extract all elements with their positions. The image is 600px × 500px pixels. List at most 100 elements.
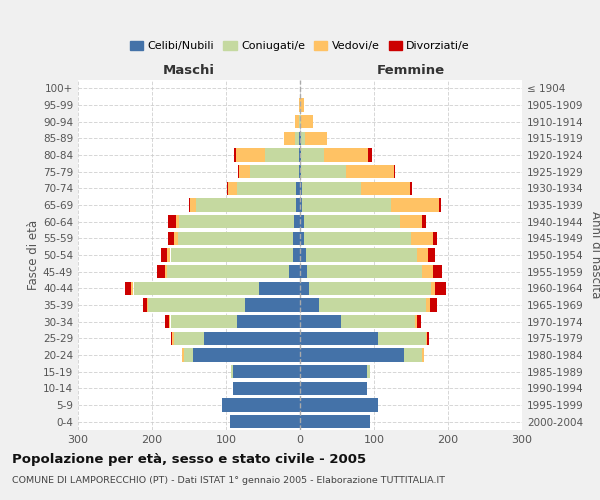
Bar — [196, 198, 296, 211]
Bar — [433, 232, 437, 245]
Bar — [178, 232, 293, 245]
Bar — [167, 265, 289, 278]
Bar — [239, 165, 250, 178]
Bar — [228, 182, 237, 195]
Bar — [293, 232, 300, 245]
Bar — [430, 298, 437, 312]
Bar — [169, 315, 170, 328]
Bar — [237, 182, 296, 195]
Bar — [301, 132, 305, 145]
Bar — [301, 148, 323, 162]
Bar — [293, 248, 300, 262]
Bar — [182, 348, 184, 362]
Bar — [415, 315, 417, 328]
Bar — [300, 332, 378, 345]
Bar — [168, 232, 174, 245]
Bar — [417, 315, 421, 328]
Bar — [133, 282, 259, 295]
Bar — [170, 315, 237, 328]
Bar — [319, 298, 426, 312]
Bar — [410, 182, 412, 195]
Text: COMUNE DI LAMPORECCHIO (PT) - Dati ISTAT 1° gennaio 2005 - Elaborazione TUTTITAL: COMUNE DI LAMPORECCHIO (PT) - Dati ISTAT… — [12, 476, 445, 485]
Bar — [295, 115, 299, 128]
Bar — [323, 148, 368, 162]
Bar — [236, 148, 265, 162]
Bar — [222, 398, 300, 411]
Bar — [189, 198, 190, 211]
Bar — [411, 232, 433, 245]
Bar — [400, 215, 422, 228]
Bar — [394, 165, 395, 178]
Bar — [304, 215, 400, 228]
Bar — [304, 232, 411, 245]
Bar — [147, 298, 148, 312]
Bar — [300, 282, 309, 295]
Bar — [299, 132, 300, 145]
Bar — [300, 265, 307, 278]
Bar — [427, 332, 429, 345]
Bar — [302, 182, 361, 195]
Bar — [433, 265, 442, 278]
Bar — [227, 182, 228, 195]
Bar — [179, 215, 294, 228]
Bar — [157, 265, 164, 278]
Bar — [426, 332, 427, 345]
Bar — [125, 282, 131, 295]
Bar — [300, 415, 370, 428]
Bar — [174, 332, 204, 345]
Bar — [300, 215, 304, 228]
Y-axis label: Fasce di età: Fasce di età — [27, 220, 40, 290]
Bar — [295, 132, 299, 145]
Bar — [300, 182, 302, 195]
Bar — [230, 415, 300, 428]
Bar — [164, 265, 167, 278]
Bar — [300, 365, 367, 378]
Bar — [299, 165, 300, 178]
Bar — [231, 365, 233, 378]
Bar — [300, 382, 367, 395]
Bar — [300, 298, 319, 312]
Bar — [305, 132, 328, 145]
Bar — [296, 182, 300, 195]
Bar — [300, 98, 304, 112]
Bar — [193, 348, 300, 362]
Bar — [238, 165, 239, 178]
Bar — [404, 348, 422, 362]
Bar — [300, 132, 301, 145]
Bar — [233, 382, 300, 395]
Bar — [161, 248, 167, 262]
Bar — [289, 265, 300, 278]
Bar — [190, 198, 196, 211]
Bar — [422, 215, 426, 228]
Bar — [300, 115, 301, 128]
Bar — [166, 315, 169, 328]
Bar — [367, 365, 370, 378]
Bar — [265, 148, 299, 162]
Bar — [204, 332, 300, 345]
Bar — [296, 198, 300, 211]
Bar — [346, 165, 394, 178]
Bar — [341, 315, 415, 328]
Bar — [176, 215, 179, 228]
Bar — [301, 115, 313, 128]
Bar — [170, 332, 172, 345]
Bar — [143, 298, 147, 312]
Bar — [431, 282, 434, 295]
Bar — [361, 182, 410, 195]
Bar — [168, 215, 176, 228]
Bar — [300, 348, 404, 362]
Bar — [426, 298, 430, 312]
Bar — [300, 315, 341, 328]
Bar — [368, 148, 372, 162]
Bar — [428, 248, 436, 262]
Bar — [309, 282, 431, 295]
Bar — [300, 248, 306, 262]
Y-axis label: Anni di nascita: Anni di nascita — [589, 212, 600, 298]
Bar — [299, 148, 300, 162]
Bar — [306, 248, 417, 262]
Bar — [237, 315, 300, 328]
Bar — [300, 165, 301, 178]
Bar — [391, 198, 439, 211]
Text: Popolazione per età, sesso e stato civile - 2005: Popolazione per età, sesso e stato civil… — [12, 452, 366, 466]
Bar — [378, 332, 426, 345]
